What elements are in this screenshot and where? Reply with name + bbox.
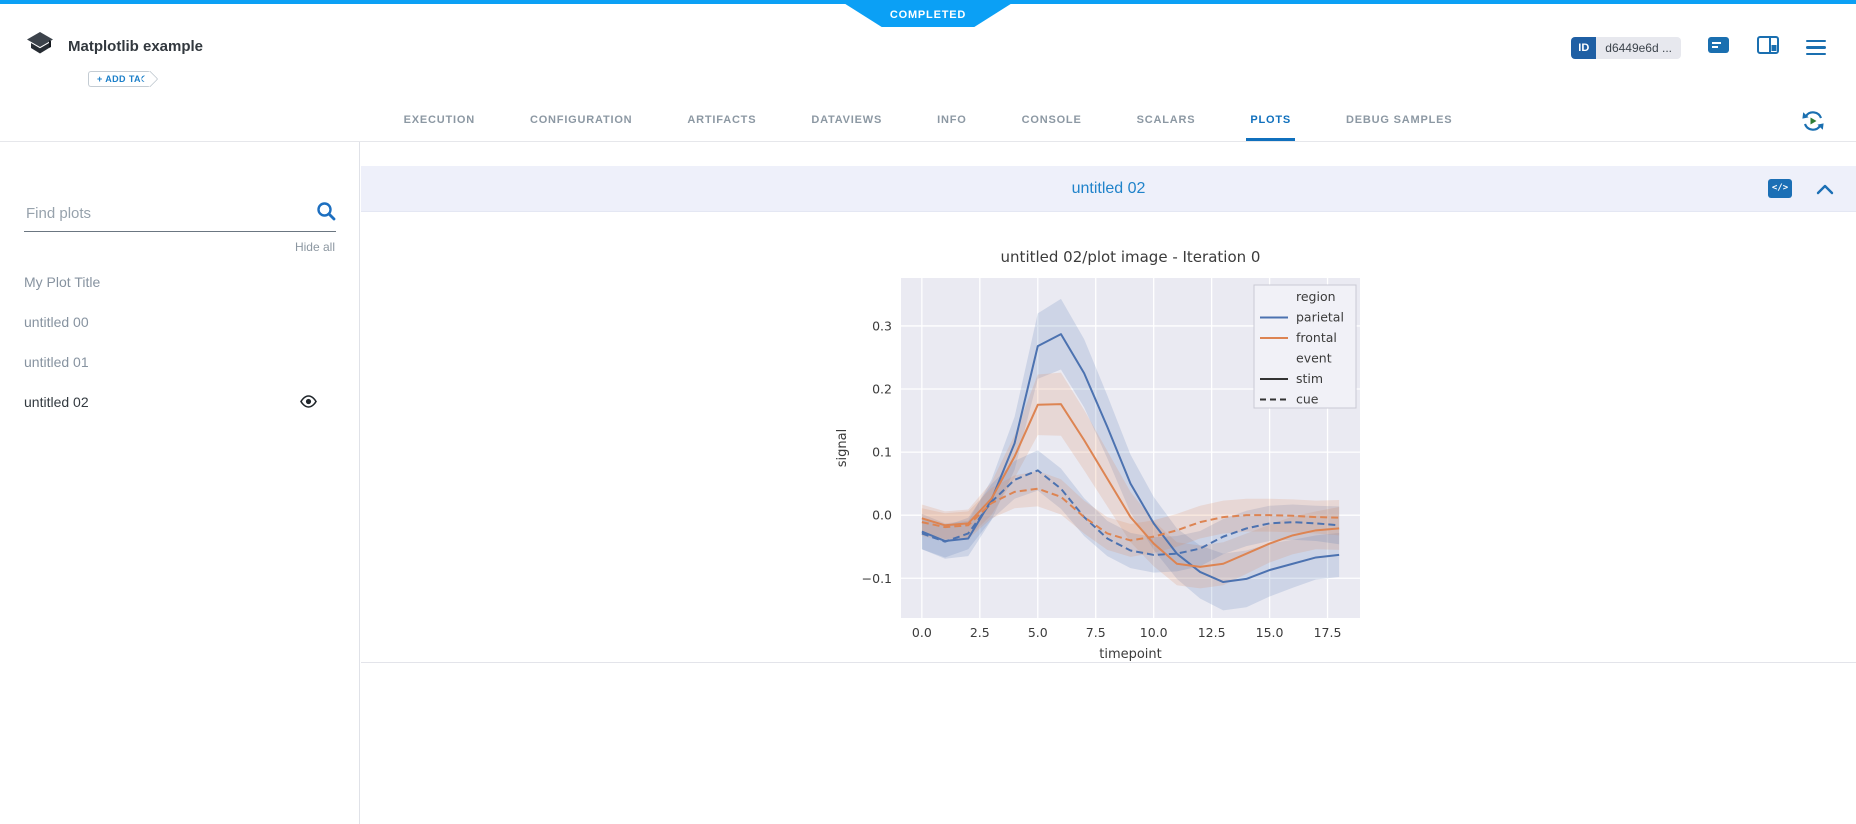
hide-all-button[interactable]: Hide all — [294, 240, 335, 254]
svg-text:timepoint: timepoint — [1099, 647, 1162, 662]
svg-text:15.0: 15.0 — [1256, 625, 1284, 640]
main-content: untitled 02 </> 0.0 2.5 5.0 7.5 10.0 12.5 15.0… — [360, 142, 1856, 824]
svg-text:frontal: frontal — [1296, 330, 1337, 345]
plot-card-title[interactable]: untitled 02 — [1071, 180, 1146, 197]
plot-search — [24, 196, 336, 232]
svg-text:0.0: 0.0 — [912, 625, 932, 640]
svg-text:12.5: 12.5 — [1198, 625, 1226, 640]
plot-card-header[interactable]: untitled 02 </> — [361, 166, 1856, 212]
plot-list-item[interactable]: My Plot Title — [0, 262, 359, 302]
svg-text:0.1: 0.1 — [872, 445, 892, 460]
svg-text:2.5: 2.5 — [970, 625, 990, 640]
add-tag-button[interactable]: + ADD TAG — [88, 70, 159, 88]
plot-item-label: My Plot Title — [24, 274, 101, 290]
tab-info[interactable]: INFO — [937, 114, 967, 126]
plot-card: untitled 02 </> 0.0 2.5 5.0 7.5 10.0 12.5 15.0… — [361, 166, 1856, 663]
search-input[interactable] — [24, 204, 316, 223]
tab-dataviews[interactable]: DATAVIEWS — [811, 114, 883, 126]
svg-text:5.0: 5.0 — [1028, 625, 1048, 640]
svg-text:parietal: parietal — [1296, 310, 1344, 325]
view-source-button[interactable]: </> — [1768, 179, 1792, 198]
plot-item-label: untitled 00 — [24, 314, 89, 330]
tab-scalars[interactable]: SCALARS — [1136, 114, 1196, 126]
id-value: d6449e6d ... — [1596, 36, 1681, 59]
svg-text:0.0: 0.0 — [872, 508, 892, 523]
layout-panel-icon[interactable] — [1757, 36, 1779, 59]
matplotlib-figure: 0.0 2.5 5.0 7.5 10.0 12.5 15.0 17.5 0.3 0.2 0.1 0.0… — [835, 248, 1360, 662]
sidebar: Hide all My Plot Title untitled 00 untitle… — [0, 142, 360, 824]
svg-text:0.3: 0.3 — [872, 318, 892, 333]
visibility-eye-icon[interactable] — [300, 395, 317, 408]
svg-text:0.2: 0.2 — [872, 382, 892, 397]
experiment-id-badge[interactable]: ID d6449e6d ... — [1571, 36, 1681, 59]
app-logo-icon — [26, 32, 54, 61]
svg-text:17.5: 17.5 — [1314, 625, 1342, 640]
svg-text:untitled 02/plot image - Itera: untitled 02/plot image - Iteration 0 — [1001, 248, 1261, 266]
plot-item-label: untitled 01 — [24, 354, 89, 370]
svg-text:cue: cue — [1296, 392, 1319, 407]
svg-text:signal: signal — [835, 429, 850, 467]
tab-console[interactable]: CONSOLE — [1021, 114, 1082, 126]
tab-plots[interactable]: PLOTS — [1246, 114, 1296, 141]
menu-icon[interactable] — [1806, 39, 1826, 56]
tab-debug-samples[interactable]: DEBUG SAMPLES — [1346, 114, 1453, 126]
svg-text:10.0: 10.0 — [1140, 625, 1168, 640]
svg-text:stim: stim — [1296, 371, 1323, 386]
svg-text:region: region — [1296, 289, 1336, 304]
plot-item-label: untitled 02 — [24, 394, 89, 410]
auto-refresh-icon[interactable] — [1800, 108, 1826, 134]
tab-execution[interactable]: EXECUTION — [403, 114, 475, 126]
plot-list-item[interactable]: untitled 01 — [0, 342, 359, 382]
svg-text:−0.1: −0.1 — [862, 571, 892, 586]
experiment-title: Matplotlib example — [68, 38, 204, 55]
plot-list-item[interactable]: untitled 00 — [0, 302, 359, 342]
tab-configuration[interactable]: CONFIGURATION — [529, 114, 633, 126]
details-panel-icon[interactable] — [1708, 36, 1730, 59]
plot-list-item[interactable]: untitled 02 — [0, 382, 359, 422]
tab-bar: EXECUTION CONFIGURATION ARTIFACTS DATAVIEWS… — [0, 105, 1856, 141]
search-icon[interactable] — [316, 201, 336, 226]
svg-text:event: event — [1296, 351, 1332, 366]
id-label: ID — [1571, 36, 1597, 59]
plot-list: My Plot Title untitled 00 untitled 01 untit… — [0, 262, 359, 422]
collapse-chevron-icon[interactable] — [1816, 182, 1834, 200]
tab-artifacts[interactable]: ARTIFACTS — [687, 114, 757, 126]
svg-text:7.5: 7.5 — [1086, 625, 1106, 640]
